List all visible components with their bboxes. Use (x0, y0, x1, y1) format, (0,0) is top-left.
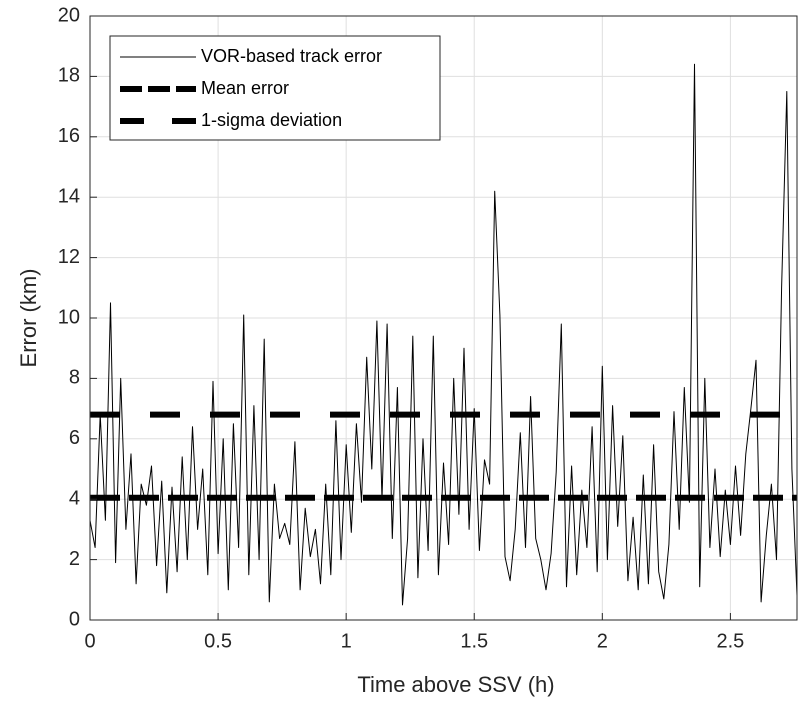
series-line (90, 63, 797, 606)
y-axis-label: Error (km) (16, 269, 41, 368)
y-tick-label: 18 (58, 65, 80, 87)
plot-area (90, 63, 797, 606)
x-tick-label: 0 (84, 630, 95, 652)
x-tick-label: 2.5 (716, 630, 744, 652)
x-tick-label: 1 (341, 630, 352, 652)
x-axis-label: Time above SSV (h) (357, 672, 554, 697)
legend-label: VOR-based track error (201, 46, 382, 66)
y-tick-label: 16 (58, 125, 80, 147)
legend: VOR-based track error Mean error 1-sigma d… (109, 35, 441, 141)
y-tick-label: 10 (58, 306, 80, 328)
y-tick-label: 12 (58, 246, 80, 268)
y-tick-label: 6 (69, 427, 80, 449)
x-tick-label: 0.5 (204, 630, 232, 652)
y-tick-label: 2 (69, 548, 80, 570)
legend-label: 1-sigma deviation (201, 110, 342, 130)
legend-label: Mean error (201, 78, 289, 98)
ticks: 0 2 4 6 8 10 12 14 16 18 20 0 0.5 1 1.5 2 2.5 (58, 4, 745, 652)
x-tick-label: 1.5 (460, 630, 488, 652)
y-tick-label: 14 (58, 185, 80, 207)
y-tick-label: 20 (58, 4, 80, 26)
y-tick-label: 8 (69, 367, 80, 389)
x-tick-label: 2 (597, 630, 608, 652)
y-tick-label: 0 (69, 608, 80, 630)
y-tick-label: 4 (69, 487, 80, 509)
